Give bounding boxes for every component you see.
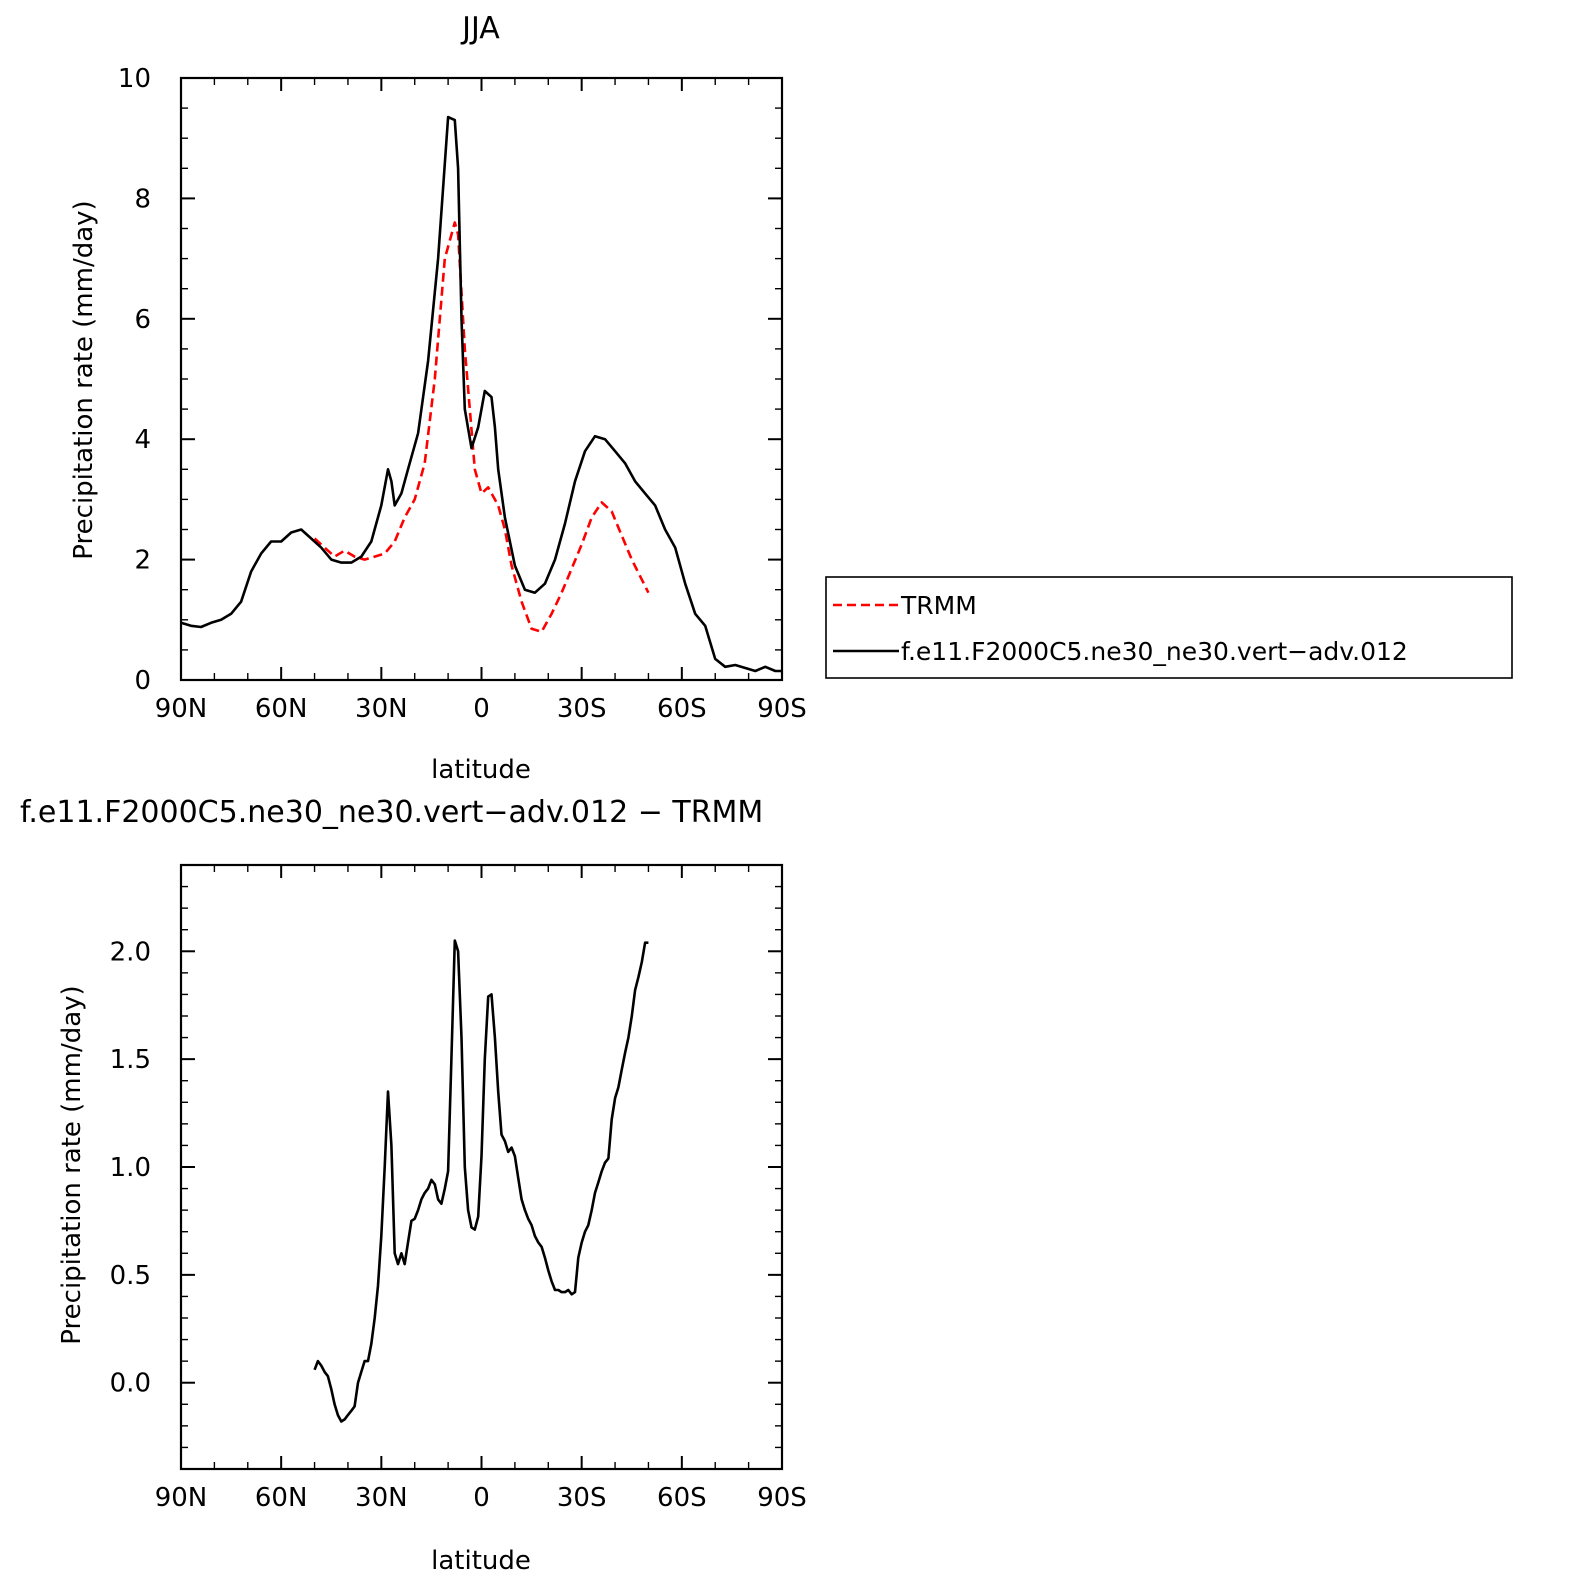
x-tick-label: 90N <box>155 1483 208 1513</box>
y-tick-label: 1.0 <box>110 1153 151 1183</box>
x-tick-label: 60N <box>255 694 308 724</box>
y-tick-label: 2 <box>134 546 151 576</box>
y-tick-label: 1.5 <box>110 1045 151 1075</box>
x-tick-label: 0 <box>473 1483 490 1513</box>
chart-bottom-difference: f.e11.F2000C5.ne30_ne30.vert−adv.012 − T… <box>20 795 807 1576</box>
x-tick-label: 30S <box>557 1483 607 1513</box>
y-tick-label: 2.0 <box>110 937 151 967</box>
series-line-top-0 <box>313 221 650 634</box>
y-axis-title-top: Precipitation rate (mm/day) <box>69 200 99 559</box>
x-tick-label: 90S <box>757 694 807 724</box>
chart-top-jja: JJA latitude Precipitation rate (mm/day)… <box>69 11 1513 785</box>
ticks-bottom <box>180 864 783 1470</box>
x-tick-label: 30S <box>557 694 607 724</box>
y-tick-label: 6 <box>134 305 151 335</box>
series-line-top-1 <box>180 115 782 673</box>
x-tick-label: 0 <box>473 694 490 724</box>
x-axis-title-top: latitude <box>431 755 531 785</box>
legend-label-trmm: TRMM <box>900 591 977 620</box>
tick-labels-top: 90N 60N 30N 0 30S 60S 90S 0 2 4 6 8 10 <box>118 64 807 724</box>
x-tick-label: 30N <box>355 694 408 724</box>
x-tick-label: 90S <box>757 1483 807 1513</box>
y-tick-label: 8 <box>134 184 151 214</box>
y-tick-label: 0.0 <box>110 1369 151 1399</box>
x-tick-label: 60S <box>657 694 707 724</box>
x-tick-label: 30N <box>355 1483 408 1513</box>
x-tick-label: 60N <box>255 1483 308 1513</box>
y-tick-label: 10 <box>118 64 151 94</box>
plot-frame-top <box>179 76 784 682</box>
y-tick-label: 4 <box>134 425 151 455</box>
series-line-bottom-0 <box>313 939 649 1423</box>
y-tick-label: 0.5 <box>110 1261 151 1291</box>
legend-label-model: f.e11.F2000C5.ne30_ne30.vert−adv.012 <box>901 637 1408 666</box>
x-tick-label: 60S <box>657 1483 707 1513</box>
y-tick-label: 0 <box>134 666 151 696</box>
legend: TRMM f.e11.F2000C5.ne30_ne30.vert−adv.01… <box>825 576 1513 679</box>
x-axis-title-bottom: latitude <box>431 1546 531 1576</box>
chart-title-top: JJA <box>460 11 500 46</box>
ticks-top <box>180 77 783 681</box>
x-tick-label: 90N <box>155 694 208 724</box>
series-lines-top <box>180 115 782 673</box>
series-lines-bottom <box>313 939 649 1423</box>
y-axis-title-bottom: Precipitation rate (mm/day) <box>57 985 87 1344</box>
chart-title-bottom: f.e11.F2000C5.ne30_ne30.vert−adv.012 − T… <box>20 795 763 830</box>
tick-labels-bottom: 90N 60N 30N 0 30S 60S 90S 0.0 0.5 1.0 1.5 2.0 <box>110 937 807 1513</box>
legend-box <box>825 576 1513 679</box>
